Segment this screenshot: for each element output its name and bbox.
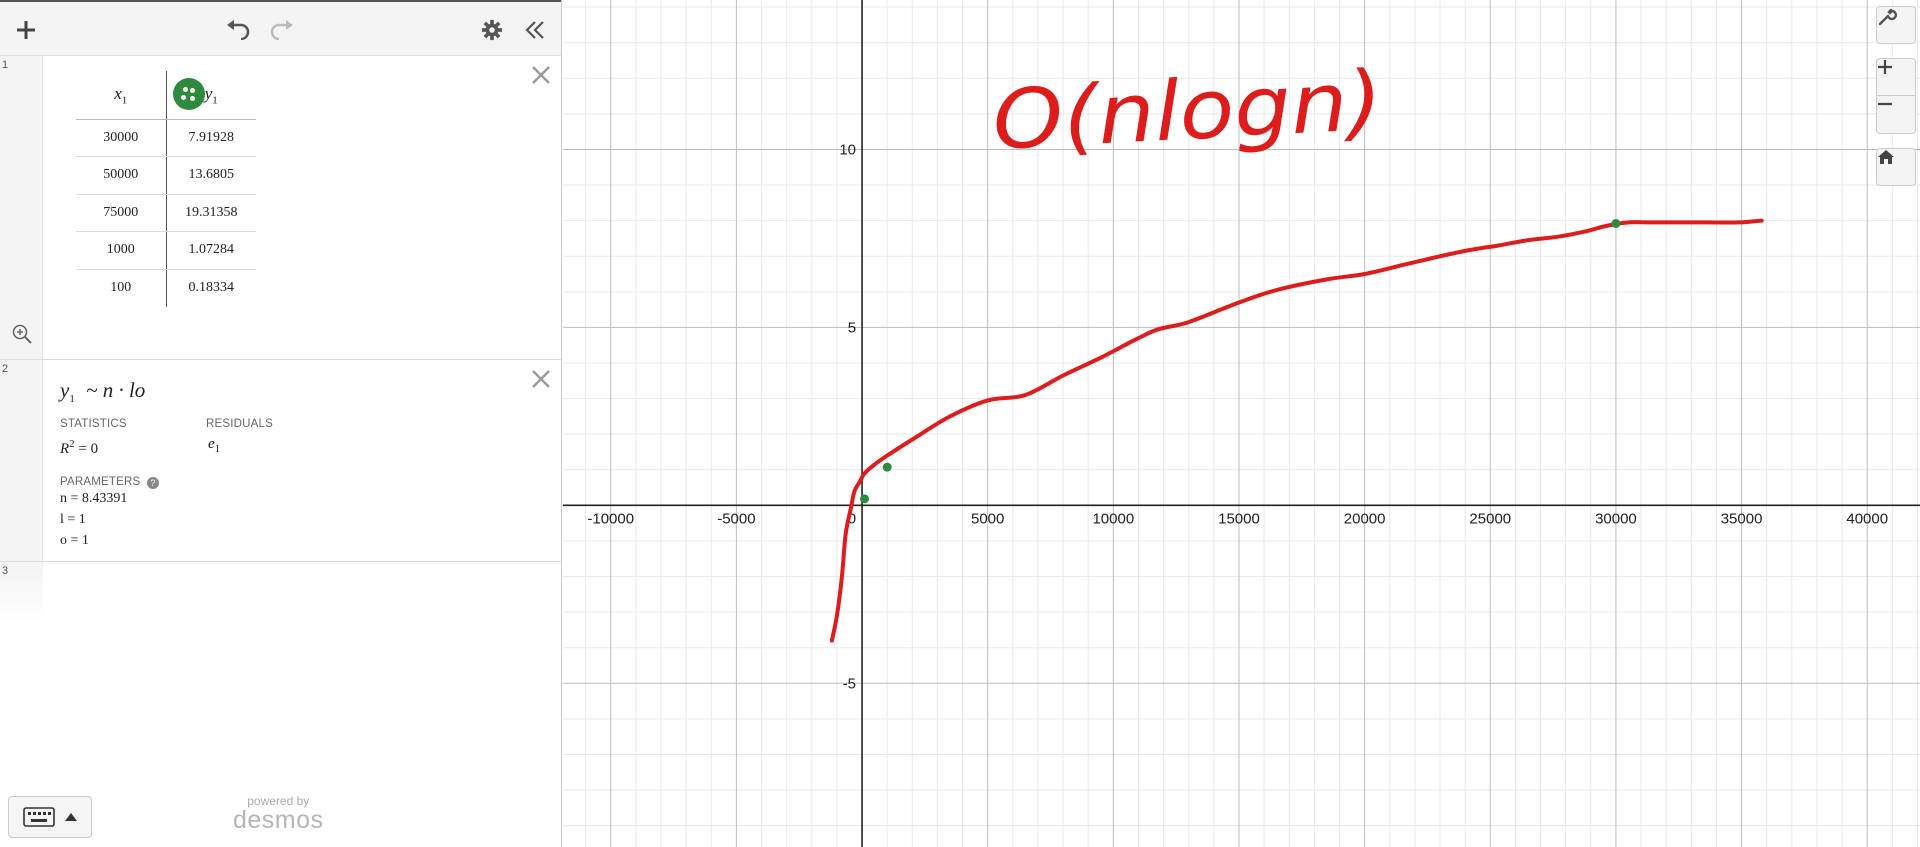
- x-tick-label: -5000: [717, 510, 755, 527]
- table-cell[interactable]: 13.6805: [166, 156, 256, 195]
- y-tick-label: -5: [843, 675, 856, 692]
- y-tick-label: 10: [839, 141, 856, 158]
- expression-list-panel: 1 x1 y1 30000 7.91928 50000 1: [0, 0, 562, 847]
- table-row: 75000 19.31358: [76, 194, 256, 232]
- table-row: 50000 13.6805: [76, 156, 256, 195]
- data-point[interactable]: [1611, 219, 1621, 229]
- x-tick-label: -10000: [587, 510, 634, 527]
- help-icon[interactable]: ?: [146, 477, 159, 489]
- table-cell[interactable]: 1.07284: [166, 231, 256, 270]
- home-icon: [1878, 150, 1894, 164]
- keyboard-icon: [23, 807, 55, 827]
- collapse-panel-button[interactable]: [520, 2, 550, 58]
- data-points: [860, 219, 1621, 504]
- expression-table[interactable]: 1 x1 y1 30000 7.91928 50000 1: [0, 56, 561, 360]
- caret-up-icon: [65, 813, 77, 821]
- parameter-value: l = 1: [60, 512, 86, 527]
- table-row: 30000 7.91928: [76, 119, 256, 157]
- undo-icon: [227, 20, 250, 40]
- freehand-curve[interactable]: [829, 218, 1764, 643]
- x-tick-label: 10000: [1092, 510, 1134, 527]
- redo-button[interactable]: [264, 2, 298, 58]
- r-squared-value: R2 = 0: [60, 438, 99, 457]
- major-gridlines: [563, 0, 1920, 847]
- data-point[interactable]: [882, 462, 892, 472]
- close-icon: [532, 66, 550, 84]
- expression-empty[interactable]: 3: [0, 562, 561, 622]
- origin-label: 0: [848, 510, 856, 527]
- parameters-label: PARAMETERS ?: [60, 476, 159, 489]
- expression-toolbar: [0, 0, 561, 58]
- graph-paper[interactable]: -10000 -5000 5000 10000 15000 20000 25000 30000…: [563, 0, 1920, 847]
- add-item-button[interactable]: [10, 2, 42, 58]
- table-cell[interactable]: 100: [76, 269, 167, 307]
- expression-regression[interactable]: 2 y1 ~ n · lo STATISTICS RESIDUALS R2 = …: [0, 360, 561, 562]
- axes: [563, 0, 1920, 847]
- curves: [829, 218, 1764, 643]
- x-tick-label: 35000: [1721, 510, 1763, 527]
- x-tick-label: 20000: [1344, 510, 1386, 527]
- y-tick-label: 5: [848, 319, 856, 336]
- data-point[interactable]: [860, 494, 870, 504]
- expression-gutter: 3: [0, 562, 43, 622]
- plus-icon: [17, 21, 35, 39]
- powered-by-desmos[interactable]: powered by desmos: [233, 795, 324, 833]
- plus-icon: [1878, 60, 1892, 74]
- table-header-y[interactable]: y1: [166, 71, 256, 120]
- regression-formula[interactable]: y1 ~ n · lo: [60, 378, 146, 406]
- x-tick-label: 30000: [1595, 510, 1637, 527]
- zoom-in-button[interactable]: [1876, 58, 1916, 96]
- x-tick-label: 15000: [1218, 510, 1260, 527]
- table-cell[interactable]: 75000: [76, 194, 167, 232]
- expression-gutter: 2: [0, 360, 43, 561]
- desmos-logo: desmos: [233, 806, 324, 834]
- zoom-fit-icon[interactable]: [11, 323, 33, 350]
- handwritten-annotation: O(nlogn): [990, 54, 1384, 169]
- table-cell[interactable]: 0.18334: [188, 280, 235, 295]
- gear-icon: [481, 19, 503, 41]
- x-tick-label: 25000: [1469, 510, 1511, 527]
- residuals-variable[interactable]: e1: [208, 436, 221, 455]
- table-row: 1000 1.07284: [76, 231, 256, 270]
- table-header-x[interactable]: x1: [76, 71, 167, 120]
- delete-expression-button[interactable]: [528, 366, 554, 392]
- parameter-value: n = 8.43391: [60, 491, 128, 506]
- tick-labels: -10000 -5000 5000 10000 15000 20000 25000 30000…: [587, 141, 1888, 692]
- graph-canvas[interactable]: -10000 -5000 5000 10000 15000 20000 25000 30000…: [563, 0, 1920, 847]
- table-cell[interactable]: 1000: [76, 231, 167, 270]
- table-cell[interactable]: 50000: [76, 156, 167, 195]
- table-header-row: x1 y1: [76, 71, 256, 120]
- default-viewport-button[interactable]: [1876, 148, 1916, 186]
- expression-gutter: 1: [0, 56, 43, 359]
- data-table: x1 y1 30000 7.91928 50000 13.6805 75000 …: [76, 71, 256, 307]
- double-chevron-left-icon: [525, 21, 544, 39]
- zoom-out-button[interactable]: [1876, 96, 1916, 134]
- settings-button[interactable]: [477, 2, 507, 58]
- keyboard-toggle-button[interactable]: [8, 796, 92, 838]
- table-cell[interactable]: 19.31358: [166, 194, 256, 232]
- minus-icon: [1878, 102, 1892, 106]
- x-tick-label: 40000: [1846, 510, 1888, 527]
- table-row: 100 0.18334: [76, 269, 256, 307]
- table-cell[interactable]: 7.91928: [166, 119, 256, 157]
- wrench-icon: [1878, 8, 1897, 26]
- graph-settings-button[interactable]: [1876, 6, 1916, 44]
- expression-index: 1: [2, 59, 9, 71]
- expression-index: 3: [2, 565, 9, 577]
- close-icon: [532, 370, 550, 388]
- undo-button[interactable]: [222, 2, 256, 58]
- parameter-value: o = 1: [60, 533, 89, 548]
- redo-icon: [270, 20, 293, 40]
- delete-expression-button[interactable]: [528, 62, 554, 88]
- statistics-label: STATISTICS: [60, 418, 127, 430]
- x-tick-label: 5000: [971, 510, 1004, 527]
- powered-by-text: powered by: [247, 794, 310, 808]
- residuals-label: RESIDUALS: [206, 418, 273, 430]
- annotation-text: O(nlogn): [990, 54, 1384, 169]
- table-cell[interactable]: 30000: [76, 119, 167, 157]
- expression-index: 2: [2, 363, 9, 375]
